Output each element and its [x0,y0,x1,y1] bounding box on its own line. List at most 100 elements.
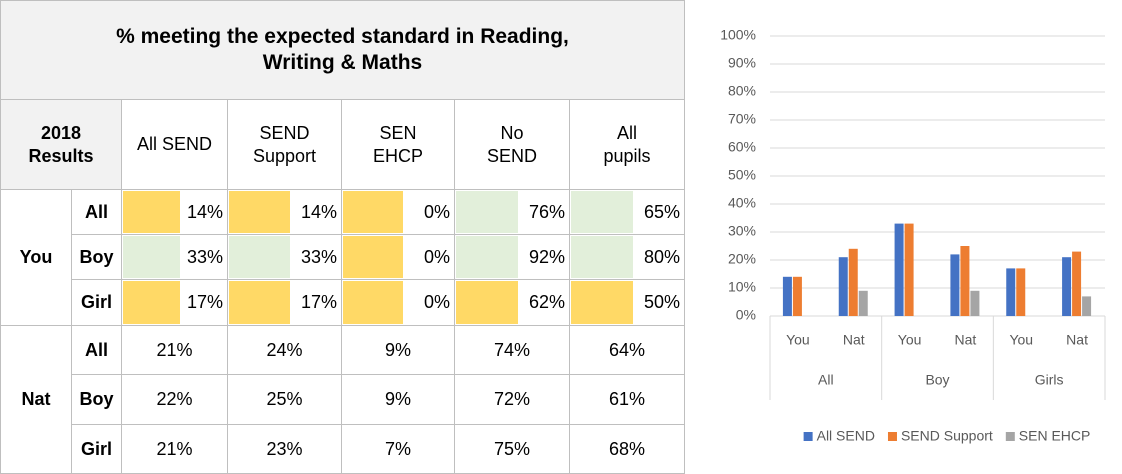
bar [1006,268,1016,316]
text-line: SEND [486,145,537,166]
legend-swatch [887,432,897,441]
y-tick-label: 10% [728,279,756,295]
text-line: SEND [259,123,310,143]
row-text: Girl [80,438,112,459]
column-header: All SEND [122,100,228,190]
cell-value: 50% [643,292,680,313]
value-cell: 7% [342,425,455,474]
status-box [456,281,518,324]
row-label: All [72,326,122,375]
legend-label: SEN EHCP [1019,428,1091,444]
y-tick-label: 90% [728,55,756,71]
value-cell: 21% [122,326,228,375]
bar [904,223,914,316]
cell-value: 22% [156,389,193,410]
x-tick-label: Nat [843,332,865,348]
cell-value: 9% [384,339,411,360]
row-text: Girl [80,292,112,313]
corner-header: 2018 Results [0,100,122,190]
value-cell: 65% [570,190,685,235]
bar [1072,251,1082,316]
status-box [229,191,291,233]
y-tick-label: 100% [720,27,756,43]
text-line: % meeting the expected standard in Readi… [116,24,569,48]
value-cell: 14% [122,190,228,235]
cell-value: 14% [300,201,337,222]
text-line: pupils [603,145,651,166]
text-line: Writing & Maths [262,51,423,74]
cell-value: 24% [266,339,303,360]
status-box [456,236,518,278]
y-tick-label: 80% [728,83,756,99]
status-box [571,281,633,324]
cell-value: 74% [493,339,531,360]
text-line: No [500,123,524,143]
row-text: All [84,339,108,360]
table-title: % meeting the expected standard in Readi… [0,0,685,100]
value-cell: 22% [122,375,228,425]
results-table: % meeting the expected standard in Readi… [0,0,685,474]
cell-value: 76% [528,201,565,222]
group-label: You [0,190,72,326]
status-box [123,236,180,278]
value-cell: 75% [455,425,570,474]
cell-value: 64% [608,339,646,360]
value-cell: 72% [455,375,570,425]
row-label: All [72,190,122,235]
text-line: 2018 [40,123,82,143]
status-box [229,281,291,324]
y-tick-label: 60% [728,139,756,155]
status-box [123,281,180,324]
y-tick-label: 0% [736,307,756,323]
value-cell: 92% [455,235,570,280]
row-label: Girl [72,280,122,326]
cell-value: 7% [384,438,411,459]
row-label: Boy [72,235,122,280]
cell-value: 61% [608,389,646,410]
status-box [571,191,633,233]
cell-value: 65% [643,201,680,222]
cell-value: 23% [266,438,303,459]
status-box [123,191,180,233]
value-cell: 0% [342,280,455,326]
value-cell: 61% [570,375,685,425]
value-cell: 9% [342,326,455,375]
column-header: SEND Support [228,100,342,190]
bar [858,290,868,316]
cell-value: 62% [528,292,565,313]
x-tick-label: You [786,332,810,348]
cell-value: 33% [186,246,223,267]
x-tick-label: You [1009,332,1033,348]
value-cell: 64% [570,326,685,375]
y-tick-label: 30% [728,223,756,239]
value-cell: 80% [570,235,685,280]
bar [970,290,980,316]
value-cell: 33% [122,235,228,280]
x-tick-label: You [898,332,922,348]
x-tick-label: Nat [1066,332,1088,348]
group-label: Girls [1035,372,1064,388]
cell-value: 0% [423,292,450,313]
bar [782,276,792,316]
cell-value: 0% [423,201,450,222]
cell-value: 72% [493,389,531,410]
value-cell: 24% [228,326,342,375]
value-cell: 17% [228,280,342,326]
value-cell: 0% [342,235,455,280]
status-box [456,191,518,233]
cell-value: 33% [300,246,337,267]
text-line: Results [28,145,94,166]
group-text: Nat [21,389,51,410]
value-cell: 17% [122,280,228,326]
row-text: Boy [79,389,114,410]
value-cell: 50% [570,280,685,326]
bar [950,254,960,316]
cell-value: 14% [186,201,223,222]
text-line: Support [252,145,317,166]
bar [792,276,802,316]
bar [1082,296,1092,316]
column-header: No SEND [455,100,570,190]
x-tick-label: Nat [955,332,977,348]
y-tick-label: 40% [728,195,756,211]
cell-value: 17% [186,292,223,313]
